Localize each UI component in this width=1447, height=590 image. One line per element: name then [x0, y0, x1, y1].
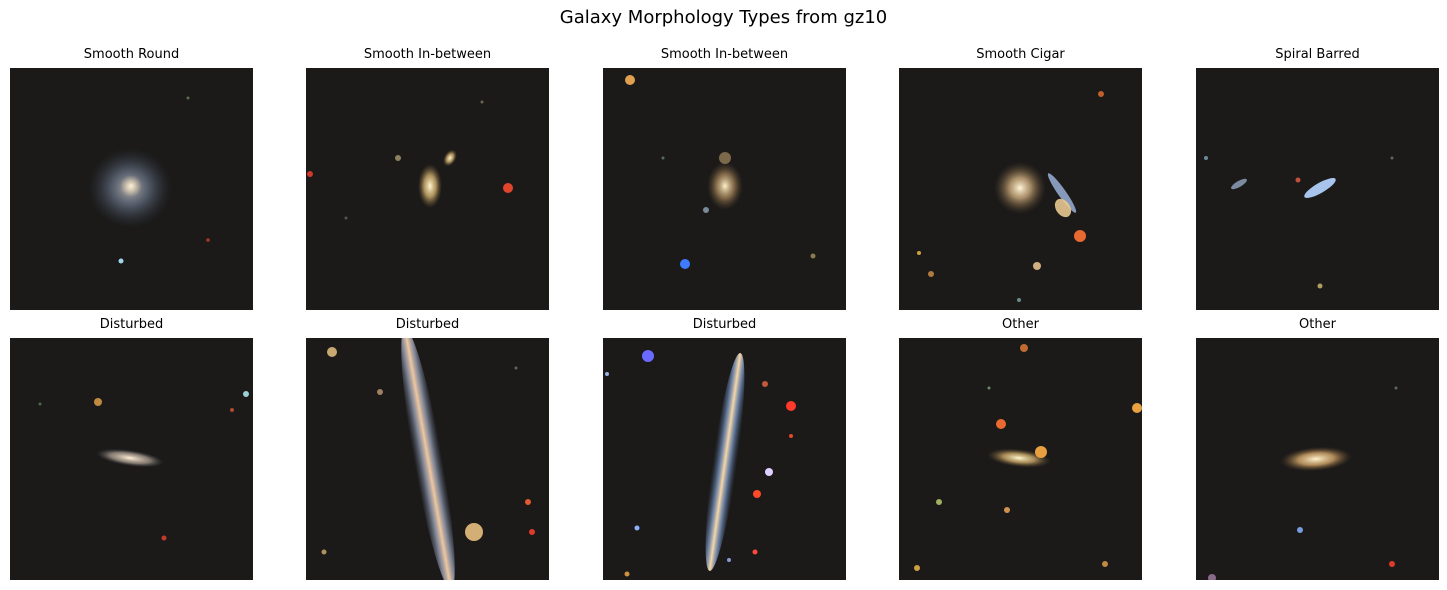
panel-title: Disturbed [692, 317, 757, 332]
panel-title: Disturbed [99, 317, 164, 332]
galaxy-image [603, 338, 846, 580]
panel-title: Spiral Barred [1275, 47, 1360, 62]
galaxy-image [899, 338, 1142, 580]
galaxy-image [1196, 68, 1439, 310]
panel-title: Smooth Round [83, 47, 180, 62]
galaxy-image [899, 68, 1142, 310]
galaxy-image [10, 68, 253, 310]
galaxy-image [1196, 338, 1439, 580]
galaxy-image [306, 338, 549, 580]
galaxy-image [306, 68, 549, 310]
panel-title: Smooth In-between [660, 47, 789, 62]
panel-title: Other [1002, 317, 1039, 332]
galaxy-image [603, 68, 846, 310]
panel-title: Disturbed [395, 317, 460, 332]
figure-title: Galaxy Morphology Types from gz10 [559, 7, 888, 28]
galaxy-image [10, 338, 253, 580]
panel-title: Smooth In-between [363, 47, 492, 62]
panel-title: Other [1299, 317, 1336, 332]
panel-title: Smooth Cigar [976, 47, 1065, 62]
